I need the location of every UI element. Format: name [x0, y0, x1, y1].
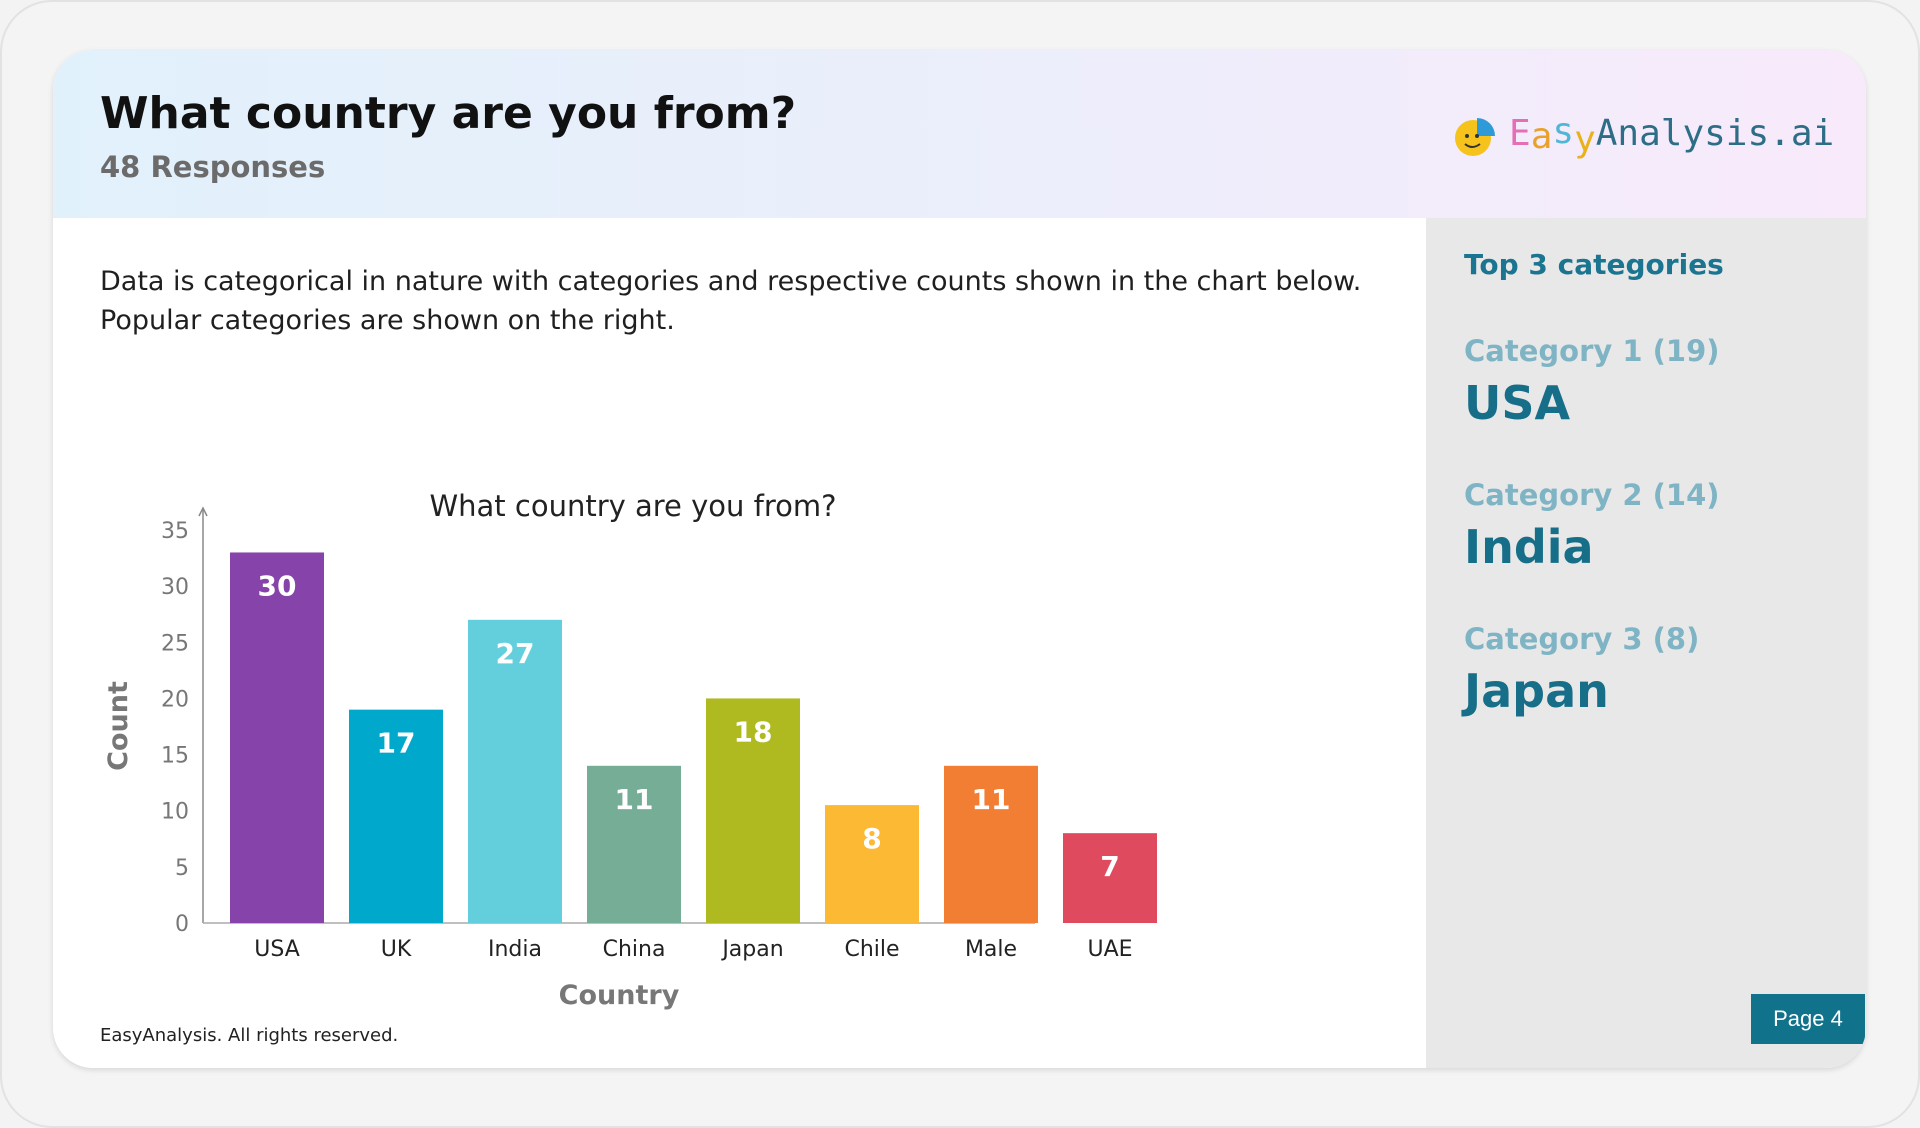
bar-usa — [230, 552, 324, 923]
y-tick-label: 25 — [161, 631, 189, 656]
y-tick-label: 35 — [161, 519, 189, 544]
description-line-1: Data is categorical in nature with categ… — [100, 266, 1362, 297]
y-axis-arrow — [198, 506, 208, 517]
bar-value-label: 8 — [862, 822, 881, 855]
report-card: What country are you from? 48 Responses … — [53, 50, 1866, 1068]
description: Data is categorical in nature with categ… — [100, 262, 1380, 340]
category-1-value: USA — [1464, 376, 1571, 430]
y-tick-label: 15 — [161, 744, 189, 769]
bar-male — [944, 765, 1038, 923]
chart-title: What country are you from? — [429, 489, 836, 523]
bar-chile — [825, 805, 919, 923]
bar-value-label: 11 — [972, 783, 1011, 816]
y-tick-label: 0 — [175, 912, 189, 937]
category-2-value: India — [1464, 520, 1594, 574]
bar-uae — [1063, 833, 1157, 923]
category-3-value: Japan — [1464, 664, 1609, 718]
category-1-label: Category 1 (19) — [1464, 334, 1720, 368]
logo-letter: a — [1530, 116, 1553, 157]
y-tick-label: 5 — [175, 856, 189, 881]
page-number-button[interactable]: Page 4 — [1751, 994, 1865, 1044]
bar-value-label: 30 — [258, 569, 297, 602]
top-categories-heading: Top 3 categories — [1464, 248, 1724, 281]
x-tick-label: Japan — [720, 937, 783, 962]
page-title: What country are you from? — [100, 88, 797, 139]
x-tick-label: China — [603, 937, 666, 962]
bar-value-label: 17 — [377, 727, 416, 760]
bar-uk — [349, 709, 443, 923]
bar-value-label: 27 — [496, 637, 535, 670]
bar-china — [587, 765, 681, 923]
top-categories-panel: Top 3 categories Category 1 (19) USA Cat… — [1426, 218, 1866, 1068]
y-tick-label: 10 — [161, 800, 189, 825]
y-tick-label: 20 — [161, 687, 189, 712]
y-axis-label: Count — [103, 681, 134, 771]
logo-wordmark: EasyAnalysis.ai — [1509, 106, 1834, 162]
x-tick-label: Male — [965, 937, 1017, 962]
x-tick-label: UK — [381, 937, 412, 962]
logo-letter: y — [1574, 119, 1596, 160]
bar-chart: What country are you from? 0 5 10 15 20 25 30 35… — [103, 489, 1157, 1011]
bar-value-label: 7 — [1100, 850, 1119, 883]
x-tick-label: Chile — [844, 937, 899, 962]
bar-value-label: 11 — [615, 783, 654, 816]
bar-value-label: 18 — [734, 715, 773, 748]
logo-easy-text: Easy — [1509, 111, 1596, 160]
bar-japan — [706, 698, 800, 923]
response-count: 48 Responses — [100, 150, 326, 184]
header: What country are you from? 48 Responses … — [53, 50, 1866, 218]
logo-letter: s — [1552, 111, 1575, 152]
x-tick-label: USA — [254, 937, 300, 962]
x-tick-label: UAE — [1087, 937, 1132, 962]
x-tick-label: India — [488, 937, 542, 962]
bar-india — [468, 619, 562, 923]
copyright-text: EasyAnalysis. All rights reserved. — [100, 1025, 399, 1046]
description-line-2: Popular categories are shown on the righ… — [100, 305, 675, 336]
logo-icon — [1455, 118, 1495, 156]
logo-analysis-text: Analysis.ai — [1595, 113, 1835, 154]
y-tick-label: 30 — [161, 575, 189, 600]
logo-letter: E — [1509, 113, 1531, 154]
category-2-label: Category 2 (14) — [1464, 478, 1720, 512]
x-axis-label: Country — [559, 980, 680, 1011]
category-3-label: Category 3 (8) — [1464, 622, 1700, 656]
